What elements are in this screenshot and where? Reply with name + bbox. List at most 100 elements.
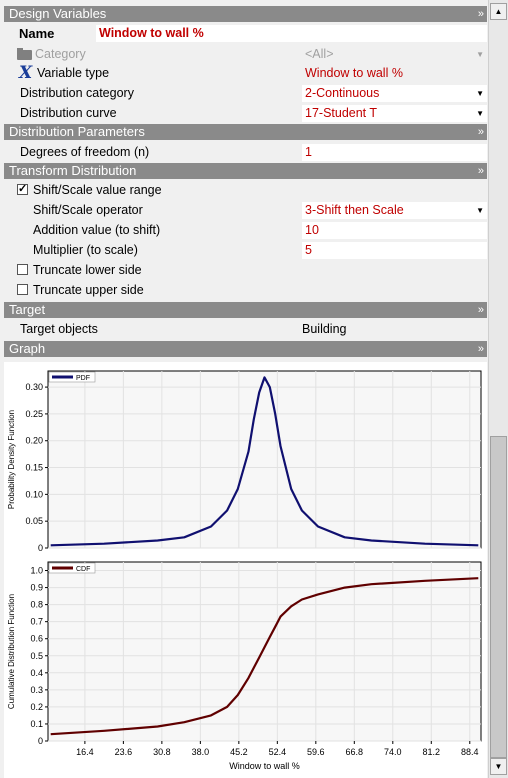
dof-input[interactable]: 1: [302, 144, 487, 161]
truncate-upper-row: Truncate upper side: [4, 281, 487, 301]
y-tick-label: 0.2: [30, 702, 43, 712]
operator-select[interactable]: 3-Shift then Scale ▼: [302, 202, 487, 219]
y-tick-label: 0.8: [30, 600, 43, 610]
section-title: Target: [9, 302, 46, 317]
section-design-variables[interactable]: Design Variables »: [4, 6, 487, 22]
y-tick-label: 0: [38, 736, 43, 746]
y-axis-title: Probability Density Function: [7, 410, 16, 509]
x-tick-label: 45.2: [230, 747, 248, 757]
x-variable-icon: X: [19, 63, 33, 83]
target-objects-value: Building: [302, 321, 487, 338]
y-tick-label: 0.1: [30, 719, 43, 729]
y-tick-label: 0.3: [30, 685, 43, 695]
double-chevron-icon[interactable]: »: [477, 126, 484, 138]
x-tick-label: 74.0: [384, 747, 402, 757]
x-axis-title: Window to wall %: [229, 761, 300, 771]
y-tick-label: 0.15: [25, 463, 43, 473]
variable-type-value: Window to wall %: [302, 65, 487, 82]
y-tick-label: 0.9: [30, 583, 43, 593]
x-tick-label: 38.0: [192, 747, 210, 757]
section-title: Transform Distribution: [9, 163, 137, 178]
scroll-thumb[interactable]: [490, 436, 507, 758]
pdf-chart: 0 0.05 0.10 0.15 0.20 0.25 0.30 Probability Den…: [7, 370, 482, 553]
distribution-category-select[interactable]: 2-Continuous ▼: [302, 85, 487, 102]
y-tick-label: 0.20: [25, 436, 43, 446]
x-tick-label: 52.4: [269, 747, 287, 757]
legend: CDF: [48, 562, 96, 574]
y-tick-label: 0.4: [30, 668, 43, 678]
dropdown-arrow-icon[interactable]: ▼: [476, 206, 484, 215]
section-title: Graph: [9, 341, 46, 356]
x-tick-label: 59.6: [307, 747, 325, 757]
category-select[interactable]: <All> ▼: [302, 46, 487, 63]
truncate-lower-label: Truncate lower side: [33, 263, 142, 277]
distribution-curve-label: Distribution curve: [20, 106, 117, 120]
x-tick-label: 16.4: [76, 747, 94, 757]
multiplier-label: Multiplier (to scale): [33, 243, 138, 257]
addition-input[interactable]: 10: [302, 222, 487, 239]
double-chevron-icon[interactable]: »: [477, 304, 484, 316]
section-target[interactable]: Target »: [4, 302, 487, 318]
cdf-chart: 0 0.1 0.2 0.3 0.4 0.5 0.6 0.7 0.8 0.9 1.0 16.4 23.6 3…: [7, 561, 482, 771]
y-tick-label: 0: [38, 543, 43, 553]
section-graph[interactable]: Graph »: [4, 341, 487, 357]
legend: PDF: [48, 371, 96, 383]
y-tick-label: 0.5: [30, 651, 43, 661]
dof-row: Degrees of freedom (n) 1: [4, 143, 487, 163]
pdf-series-line: [50, 376, 479, 547]
shift-scale-checkbox[interactable]: [17, 182, 28, 195]
category-row: Category <All> ▼: [4, 45, 487, 65]
section-distribution-parameters[interactable]: Distribution Parameters »: [4, 124, 487, 140]
dropdown-arrow-icon[interactable]: ▼: [476, 89, 484, 98]
multiplier-value: 5: [305, 243, 312, 257]
shift-scale-row: Shift/Scale value range: [4, 181, 487, 201]
distribution-category-row: Distribution category 2-Continuous ▼: [4, 84, 487, 104]
truncate-upper-label: Truncate upper side: [33, 283, 144, 297]
distribution-curve-row: Distribution curve 17-Student T ▼: [4, 104, 487, 124]
name-row: Name Window to wall %: [4, 24, 487, 44]
section-title: Design Variables: [9, 6, 107, 21]
distribution-category-value: 2-Continuous: [305, 86, 380, 100]
variable-type-text: Window to wall %: [305, 66, 403, 80]
name-value: Window to wall %: [99, 26, 204, 40]
variable-type-label: Variable type: [37, 66, 110, 80]
y-tick-label: 0.7: [30, 617, 43, 627]
distribution-curve-select[interactable]: 17-Student T ▼: [302, 105, 487, 122]
plot-frame: [47, 370, 482, 549]
truncate-lower-checkbox[interactable]: [17, 264, 28, 275]
scroll-down-button[interactable]: ▼: [490, 758, 507, 775]
target-objects-label: Target objects: [20, 322, 98, 336]
target-objects-text: Building: [302, 322, 347, 336]
x-tick-label: 66.8: [346, 747, 364, 757]
vertical-scrollbar[interactable]: ▲ ▼: [488, 0, 508, 778]
section-transform-distribution[interactable]: Transform Distribution »: [4, 163, 487, 179]
dof-value: 1: [305, 145, 312, 159]
name-input[interactable]: Window to wall %: [96, 25, 487, 42]
operator-value: 3-Shift then Scale: [305, 203, 404, 217]
variable-type-row: X Variable type Window to wall %: [4, 63, 487, 84]
y-tick-label: 0.6: [30, 634, 43, 644]
truncate-upper-checkbox[interactable]: [17, 284, 28, 295]
x-tick-label: 88.4: [461, 747, 479, 757]
addition-label: Addition value (to shift): [33, 223, 161, 237]
distribution-curve-value: 17-Student T: [305, 106, 378, 120]
multiplier-input[interactable]: 5: [302, 242, 487, 259]
double-chevron-icon[interactable]: »: [477, 8, 484, 20]
y-tick-label: 0.10: [25, 489, 43, 499]
dropdown-arrow-icon[interactable]: ▼: [476, 109, 484, 118]
dropdown-arrow-icon[interactable]: ▼: [476, 50, 484, 59]
plot-frame: [47, 561, 482, 742]
y-tick-label: 0.05: [25, 516, 43, 526]
target-objects-row: Target objects Building: [4, 320, 487, 340]
scroll-up-button[interactable]: ▲: [490, 3, 507, 20]
distribution-charts: 0 0.05 0.10 0.15 0.20 0.25 0.3 0 Probability Den…: [7, 370, 482, 771]
x-tick-label: 81.2: [423, 747, 441, 757]
multiplier-row: Multiplier (to scale) 5: [4, 241, 487, 261]
double-chevron-icon[interactable]: »: [477, 165, 484, 177]
dof-label: Degrees of freedom (n): [20, 145, 150, 159]
section-title: Distribution Parameters: [9, 124, 145, 139]
y-axis-title: Cumulative Distribution Function: [7, 594, 16, 709]
y-tick-label: 0.25: [25, 409, 43, 419]
operator-label: Shift/Scale operator: [33, 203, 143, 217]
double-chevron-icon[interactable]: »: [477, 343, 484, 355]
